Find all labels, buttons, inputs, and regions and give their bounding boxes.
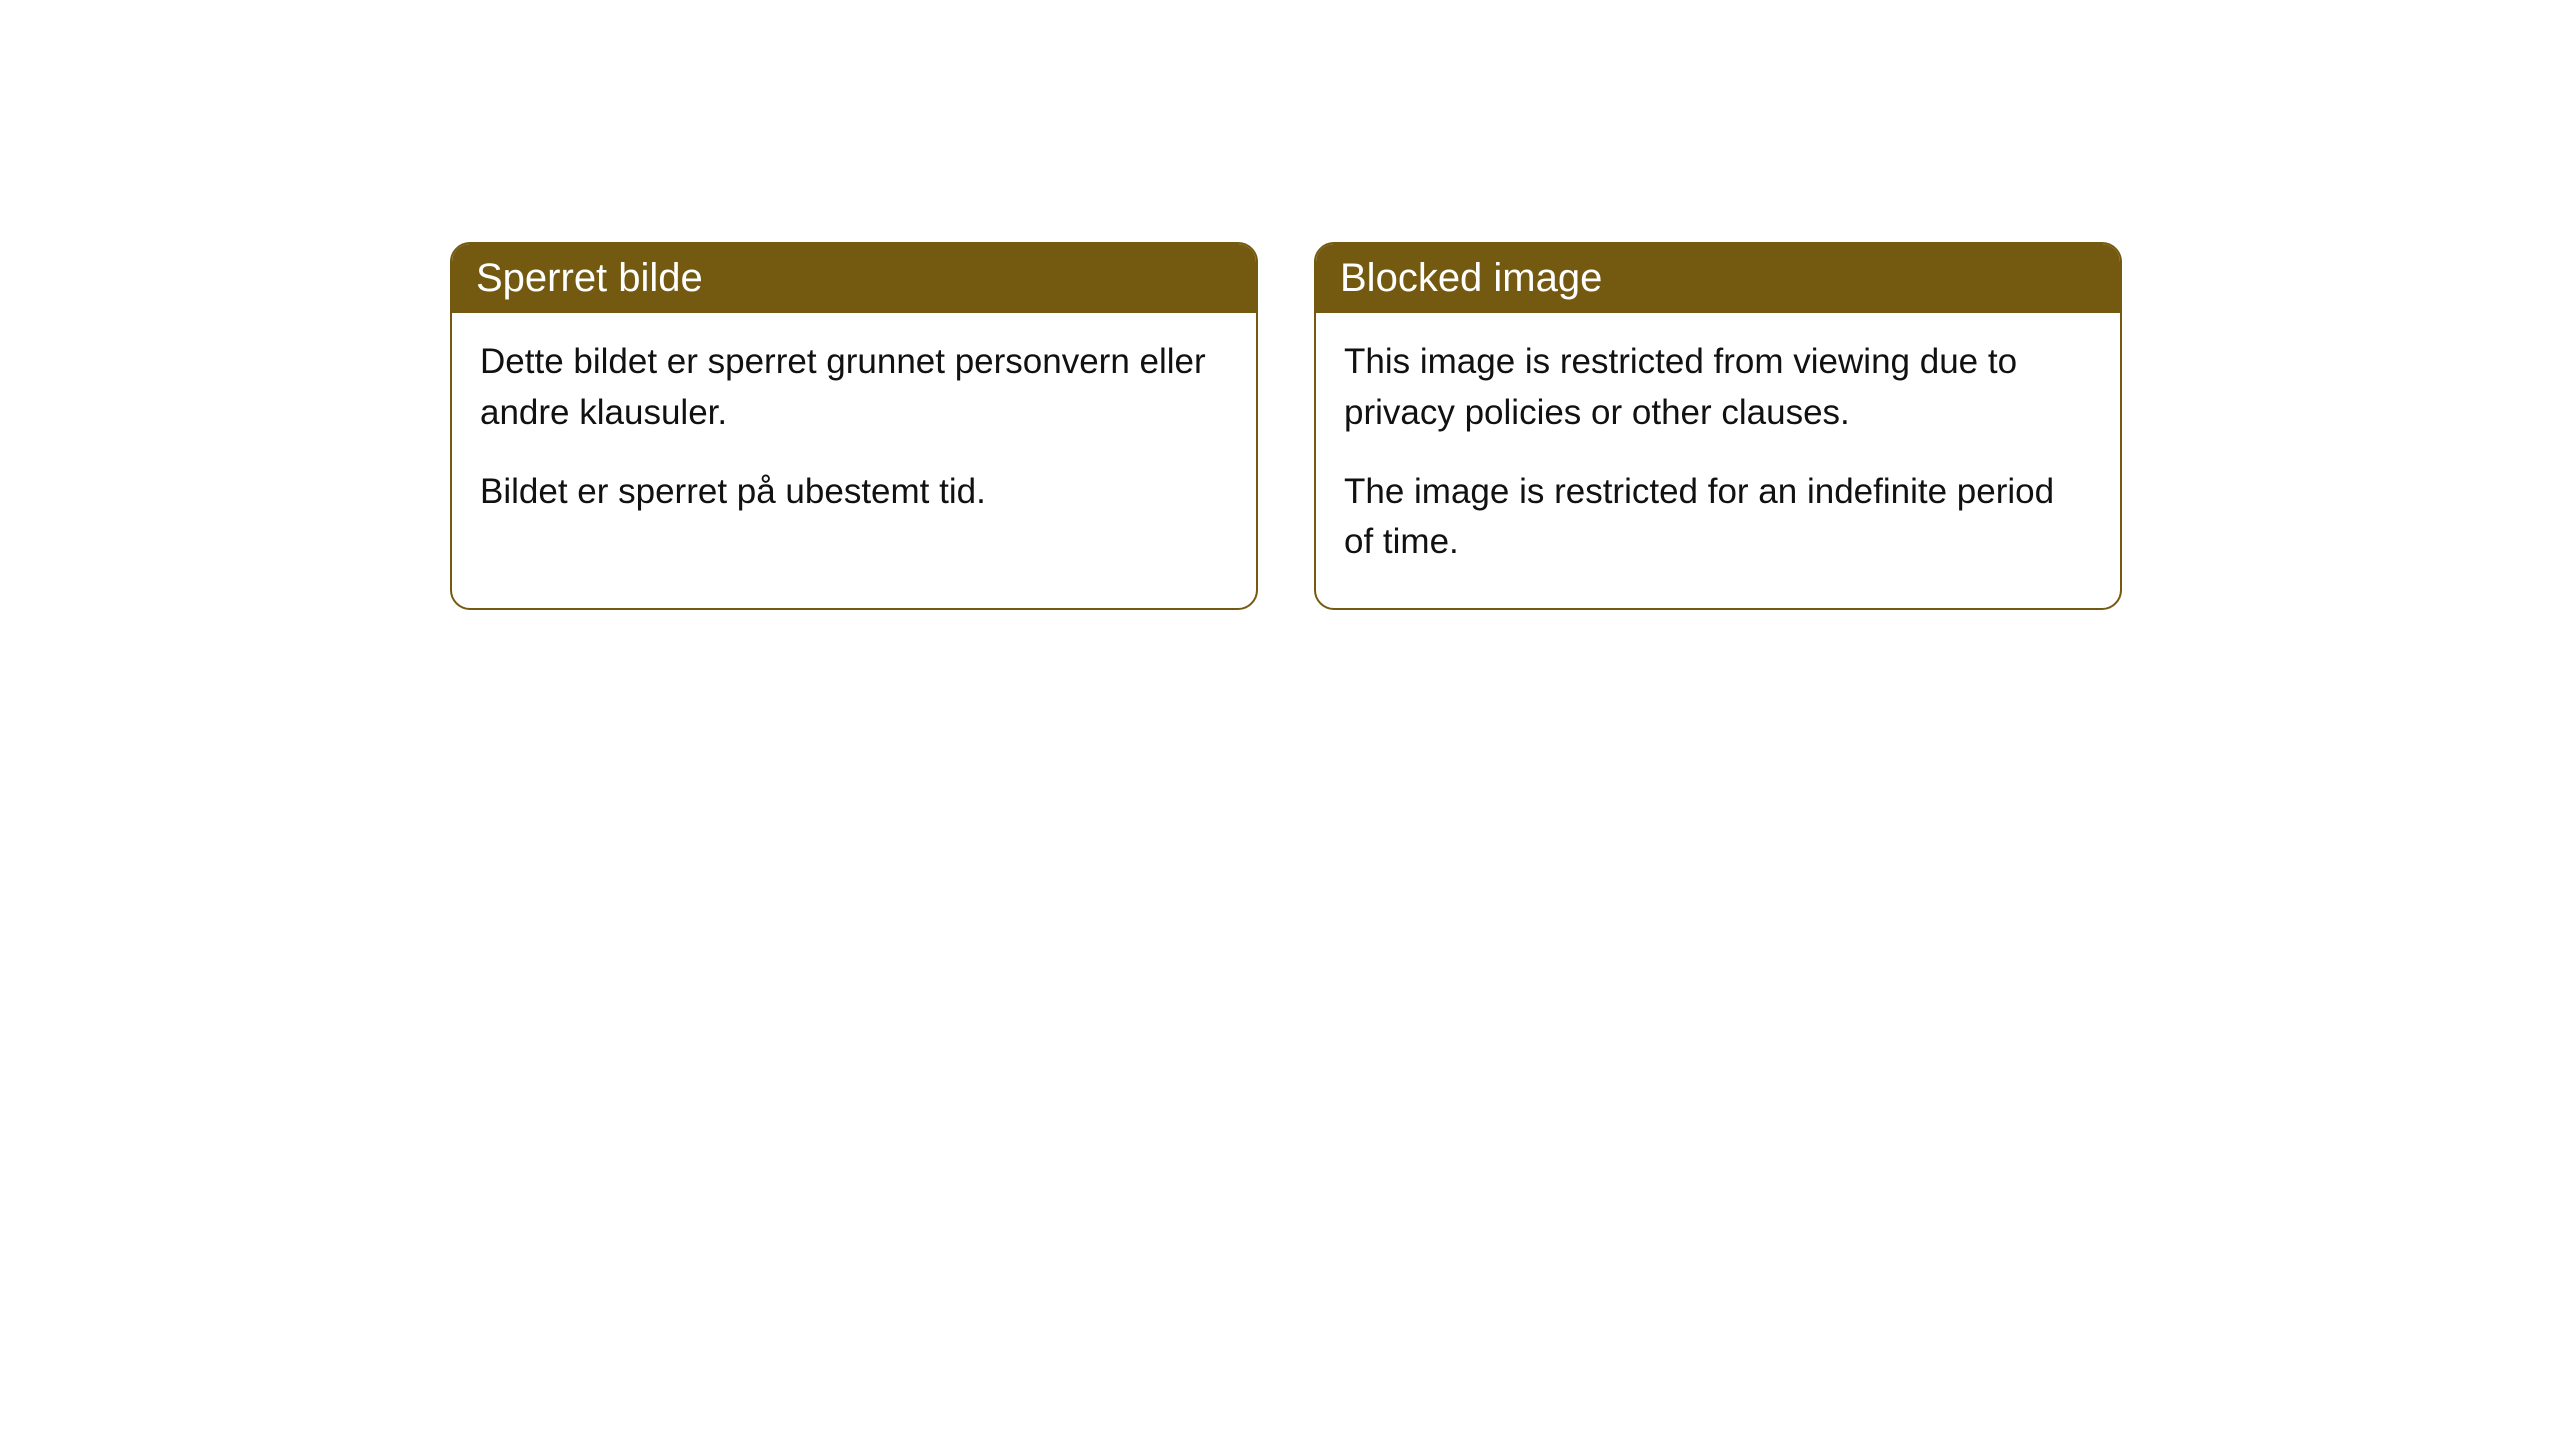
notice-card-english: Blocked image This image is restricted f… bbox=[1314, 242, 2122, 610]
card-header: Blocked image bbox=[1316, 244, 2120, 313]
card-paragraph: This image is restricted from viewing du… bbox=[1344, 337, 2092, 439]
notice-card-norwegian: Sperret bilde Dette bildet er sperret gr… bbox=[450, 242, 1258, 610]
card-header: Sperret bilde bbox=[452, 244, 1256, 313]
card-paragraph: Dette bildet er sperret grunnet personve… bbox=[480, 337, 1228, 439]
card-title: Blocked image bbox=[1340, 256, 1602, 300]
card-paragraph: The image is restricted for an indefinit… bbox=[1344, 467, 2092, 569]
card-body: This image is restricted from viewing du… bbox=[1316, 313, 2120, 608]
card-paragraph: Bildet er sperret på ubestemt tid. bbox=[480, 467, 1228, 518]
card-body: Dette bildet er sperret grunnet personve… bbox=[452, 313, 1256, 557]
notice-cards-container: Sperret bilde Dette bildet er sperret gr… bbox=[450, 242, 2122, 610]
card-title: Sperret bilde bbox=[476, 256, 703, 300]
